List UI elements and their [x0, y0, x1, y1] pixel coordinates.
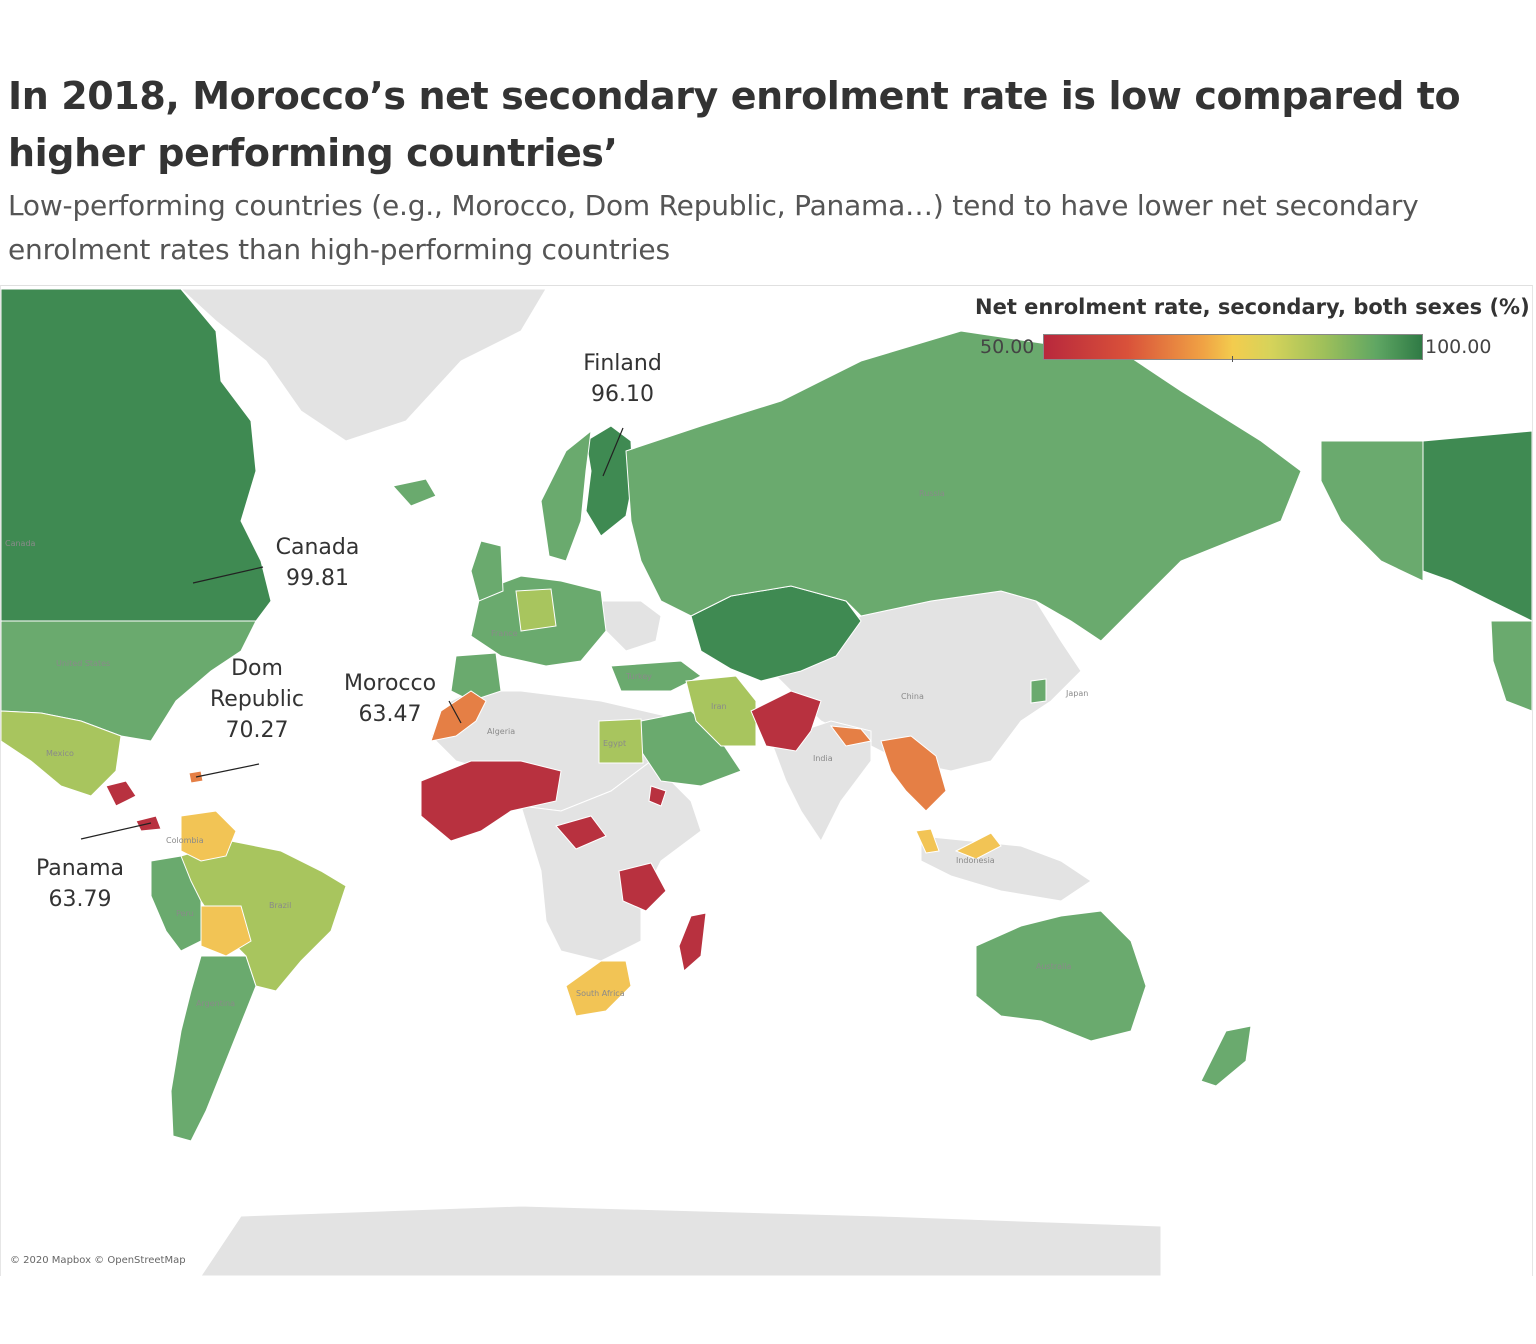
south-africa-shape[interactable]	[565, 960, 632, 1017]
russia-shape[interactable]	[625, 330, 1302, 642]
west-africa-shape[interactable]	[420, 760, 562, 842]
dom-republic-leader-line	[195, 763, 260, 778]
bolivia-shape[interactable]	[200, 905, 252, 957]
map-label-peru: Peru	[176, 909, 194, 918]
callout-dom-republic-name: Dom Republic	[209, 656, 305, 712]
argentina-chile-shape[interactable]	[170, 955, 257, 1142]
map-label-canada: Canada	[5, 539, 36, 548]
callout-finland-value: 96.10	[591, 382, 654, 407]
myanmar-thailand-shape[interactable]	[880, 735, 947, 812]
iceland-shape[interactable]	[392, 478, 437, 507]
venezuela-shape[interactable]	[180, 810, 237, 862]
alaska-shape[interactable]	[1422, 430, 1532, 622]
callout-finland-name: Finland	[583, 351, 662, 376]
legend-max-label: 100.00	[1425, 336, 1492, 358]
finland-leader-line	[602, 427, 624, 477]
callout-panama-value: 63.79	[48, 887, 112, 912]
legend-color-bar	[1043, 334, 1423, 360]
map-label-russia: Russia	[919, 489, 945, 498]
map-label-australia: Australia	[1036, 962, 1071, 971]
map-label-japan: Japan	[1065, 689, 1088, 698]
callout-canada-value: 99.81	[286, 566, 349, 591]
tanzania-shape[interactable]	[618, 862, 667, 912]
sweden-norway-shape[interactable]	[540, 429, 592, 562]
iberia-shape[interactable]	[450, 652, 502, 702]
callout-morocco: Morocco 63.47	[330, 668, 450, 730]
new-zealand-shape[interactable]	[1200, 1025, 1252, 1087]
turkey-shape[interactable]	[610, 660, 702, 692]
map-label-india: India	[813, 754, 833, 763]
map-label-colombia: Colombia	[166, 836, 204, 845]
guatemala-honduras-shape[interactable]	[105, 780, 137, 807]
map-attribution[interactable]: © 2020 Mapbox © OpenStreetMap	[10, 1255, 186, 1266]
panama-leader-line	[80, 822, 152, 840]
map-label-mexico: Mexico	[46, 749, 74, 758]
callout-dom-republic-value: 70.27	[225, 718, 289, 743]
germany-shape[interactable]	[515, 588, 557, 632]
map-label-united-states: United States	[56, 659, 110, 668]
egypt-shape[interactable]	[598, 718, 644, 764]
bangladesh-shape[interactable]	[829, 725, 872, 747]
legend-min-label: 50.00	[980, 336, 1035, 358]
callout-canada: Canada 99.81	[255, 532, 380, 594]
west-us-shape[interactable]	[1490, 620, 1532, 712]
map-label-china: China	[901, 692, 924, 701]
callout-dom-republic: Dom Republic 70.27	[197, 653, 317, 746]
eritrea-shape[interactable]	[648, 785, 667, 807]
map-label-algeria: Algeria	[487, 727, 515, 736]
canada-leader-line	[192, 566, 264, 584]
legend-title: Net enrolment rate, secondary, both sexe…	[975, 295, 1530, 319]
iran-shape[interactable]	[685, 675, 757, 747]
callout-panama-name: Panama	[35, 856, 125, 881]
map-label-turkey: Turkey	[625, 672, 652, 681]
map-subtitle: Low-performing countries (e.g., Morocco,…	[8, 189, 1419, 266]
antarctica-shape[interactable]	[200, 1205, 1162, 1276]
east-russia-shape[interactable]	[1320, 440, 1424, 582]
map-label-egypt: Egypt	[603, 739, 626, 748]
world-map[interactable]: Canada United States Mexico Colombia Per…	[0, 285, 1533, 1276]
uk-shape[interactable]	[470, 540, 504, 602]
mexico-shape[interactable]	[1, 710, 122, 797]
map-label-france: France	[491, 629, 518, 638]
map-label-brazil: Brazil	[269, 901, 291, 910]
canada-shape[interactable]	[1, 288, 272, 622]
greenland-shape[interactable]	[179, 288, 547, 442]
map-label-argentina: Argentina	[196, 999, 235, 1008]
callout-finland: Finland 96.10	[560, 348, 685, 410]
legend-tick	[1232, 356, 1233, 362]
se-asia-islands-shape[interactable]	[920, 835, 1092, 902]
malaysia-shape[interactable]	[915, 828, 940, 854]
east-europe-shape[interactable]	[600, 600, 662, 652]
korea-shape[interactable]	[1030, 678, 1047, 704]
choropleth-svg[interactable]: Canada United States Mexico Colombia Per…	[1, 286, 1532, 1276]
indonesia-shape[interactable]	[954, 832, 1002, 860]
map-label-iran: Iran	[711, 702, 727, 711]
map-label-south-africa: South Africa	[576, 989, 625, 998]
australia-shape[interactable]	[975, 910, 1147, 1042]
central-african-republic-shape[interactable]	[555, 815, 607, 850]
finland-shape[interactable]	[585, 425, 634, 537]
morocco-leader-line	[448, 700, 462, 724]
map-label-indonesia: Indonesia	[956, 856, 995, 865]
madagascar-shape[interactable]	[678, 912, 707, 972]
afghanistan-pakistan-shape[interactable]	[750, 690, 822, 752]
callout-morocco-value: 63.47	[358, 702, 422, 727]
callout-canada-name: Canada	[275, 535, 360, 560]
map-title: In 2018, Morocco’s net secondary enrolme…	[8, 74, 1461, 175]
callout-morocco-name: Morocco	[343, 671, 437, 696]
morocco-shape[interactable]	[430, 690, 487, 742]
callout-panama: Panama 63.79	[20, 853, 140, 915]
